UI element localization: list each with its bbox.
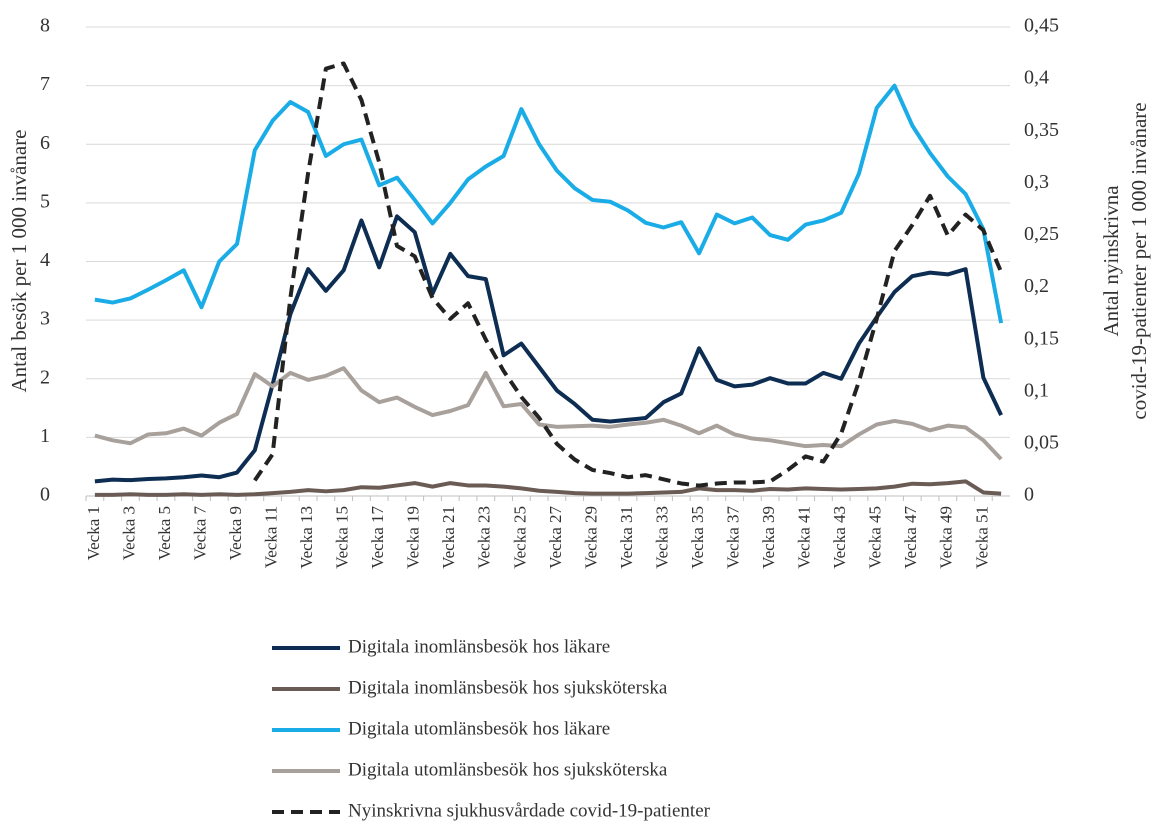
y2-tick-label: 0 [1024, 484, 1034, 506]
x-tick-label: Vecka 27 [546, 506, 565, 569]
legend-label: Nyinskrivna sjukhusvårdade covid-19-pati… [348, 800, 711, 821]
x-tick-label: Vecka 1 [84, 506, 103, 560]
x-tick-label: Vecka 33 [652, 506, 671, 569]
series-line [253, 61, 1003, 488]
y-tick-label: 1 [40, 425, 50, 447]
x-tick-label: Vecka 31 [617, 506, 636, 569]
y2-axis-title: Antal nyinskrivna [1099, 185, 1123, 337]
y2-axis-title: covid-19-patienter per 1 000 invånare [1127, 102, 1151, 419]
legend-label: Digitala utomlänsbesök hos sjuksköterska [348, 759, 668, 780]
x-tick-label: Vecka 13 [297, 506, 316, 569]
y2-tick-label: 0,35 [1024, 119, 1059, 141]
x-tick-label: Vecka 21 [439, 506, 458, 569]
y2-tick-label: 0,4 [1024, 67, 1049, 89]
series-line [94, 479, 1002, 497]
legend-label: Digitala inomlänsbesök hos läkare [348, 636, 610, 657]
y2-tick-label: 0,05 [1024, 431, 1059, 453]
x-tick-label: Vecka 7 [190, 506, 209, 561]
x-tick-label: Vecka 41 [795, 506, 814, 569]
y2-tick-label: 0,45 [1024, 15, 1059, 37]
x-tick-label: Vecka 35 [688, 506, 707, 569]
x-tick-label: Vecka 11 [261, 506, 280, 568]
x-tick-label: Vecka 3 [119, 506, 138, 560]
y2-tick-label: 0,25 [1024, 223, 1059, 245]
x-tick-label: Vecka 19 [404, 506, 423, 569]
y-tick-label: 8 [40, 15, 50, 37]
series-line [94, 214, 1003, 484]
y-tick-label: 6 [40, 132, 50, 154]
series-line [94, 83, 1004, 324]
y2-tick-label: 0,15 [1024, 327, 1059, 349]
y-tick-label: 3 [40, 308, 50, 330]
x-tick-label: Vecka 37 [723, 506, 742, 569]
x-tick-label: Vecka 45 [866, 506, 885, 569]
x-tick-label: Vecka 47 [901, 506, 920, 569]
y-tick-label: 4 [40, 249, 50, 271]
legend-label: Digitala utomlänsbesök hos läkare [348, 718, 610, 739]
series-line [94, 366, 1003, 461]
x-tick-label: Vecka 25 [510, 506, 529, 569]
x-tick-label: Vecka 5 [155, 506, 174, 560]
x-tick-label: Vecka 9 [226, 506, 245, 560]
y2-tick-label: 0,2 [1024, 275, 1049, 297]
x-tick-label: Vecka 29 [581, 506, 600, 569]
x-tick-label: Vecka 49 [937, 506, 956, 569]
x-tick-label: Vecka 23 [475, 506, 494, 569]
x-tick-label: Vecka 43 [830, 506, 849, 569]
y-tick-label: 2 [40, 366, 50, 388]
y-tick-label: 5 [40, 190, 50, 212]
y-tick-label: 7 [40, 73, 50, 95]
y-axis-title: Antal besök per 1 000 invånare [7, 129, 31, 392]
x-tick-label: Vecka 17 [368, 506, 387, 569]
x-tick-label: Vecka 15 [333, 506, 352, 569]
legend-label: Digitala inomlänsbesök hos sjuksköterska [348, 677, 668, 698]
x-tick-label: Vecka 39 [759, 506, 778, 569]
y2-tick-label: 0,1 [1024, 379, 1049, 401]
y-tick-label: 0 [40, 484, 50, 506]
y2-tick-label: 0,3 [1024, 171, 1049, 193]
x-tick-label: Vecka 51 [972, 506, 991, 569]
